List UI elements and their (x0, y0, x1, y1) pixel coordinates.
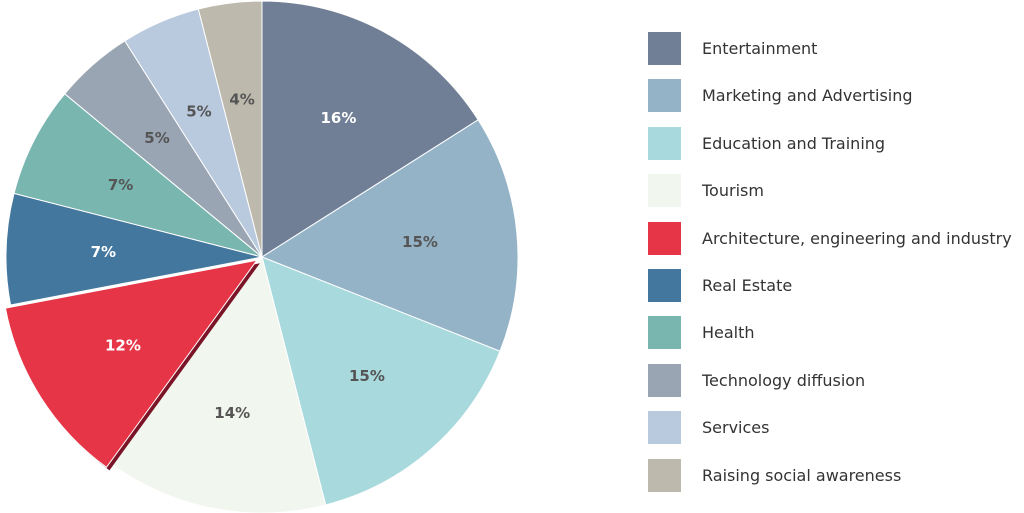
pie-slice-label-7: 5% (144, 129, 169, 147)
legend-swatch (648, 268, 681, 302)
pie-slice-0 (261, 0, 479, 258)
legend-swatch (648, 174, 681, 208)
legend-label: Health (702, 323, 755, 343)
legend-swatch (648, 316, 681, 350)
pie-slice-2 (261, 256, 501, 506)
pie-slice-label-0: 16% (321, 109, 357, 127)
legend-swatch (648, 363, 681, 397)
legend-item-6: Health (648, 316, 1012, 350)
pie-slice-9 (197, 0, 263, 258)
pie-slice-label-3: 14% (214, 404, 250, 422)
legend-label: Raising social awareness (702, 465, 902, 485)
legend-item-5: Real Estate (648, 268, 1012, 302)
legend-label: Tourism (702, 181, 764, 201)
pie-slice-label-9: 4% (229, 91, 254, 109)
pie-slice-label-8: 5% (186, 102, 211, 120)
legend-swatch (648, 126, 681, 160)
legend-label: Marketing and Advertising (702, 86, 913, 106)
legend-item-8: Services (648, 411, 1012, 445)
legend-label: Architecture, engineering and industry (702, 228, 1012, 248)
legend-swatch (648, 32, 681, 65)
legend-item-0: Entertainment (648, 32, 1012, 65)
pie-slice-label-1: 15% (402, 233, 438, 251)
legend-item-3: Tourism (648, 174, 1012, 208)
legend-label: Real Estate (702, 275, 793, 295)
legend-item-7: Technology diffusion (648, 363, 1012, 397)
legend-item-1: Marketing and Advertising (648, 79, 1012, 113)
pie-slice-5 (5, 192, 263, 306)
pie-slice-label-2: 15% (349, 367, 385, 385)
pie-slice-1 (260, 119, 519, 352)
pie-slice-label-5: 7% (91, 243, 116, 261)
legend-item-4: Architecture, engineering and industry (648, 221, 1012, 255)
pie-slice-label-4: 12% (105, 336, 141, 354)
legend: Entertainment Marketing and Advertising Ed… (648, 32, 1012, 506)
legend-label: Technology diffusion (702, 370, 866, 390)
legend-swatch (648, 79, 681, 113)
pie-slice-3 (110, 255, 327, 513)
legend-label: Entertainment (702, 39, 818, 58)
legend-swatch (648, 221, 681, 255)
legend-item-9: Raising social awareness (648, 458, 1012, 492)
pie-slice-4 (4, 259, 259, 469)
pie-slice-label-6: 7% (108, 176, 133, 194)
legend-item-2: Education and Training (648, 126, 1012, 160)
legend-swatch (648, 458, 681, 492)
legend-swatch (648, 411, 681, 445)
legend-label: Services (702, 418, 770, 438)
pie-slice-6 (13, 93, 263, 258)
legend-label: Education and Training (702, 133, 886, 153)
